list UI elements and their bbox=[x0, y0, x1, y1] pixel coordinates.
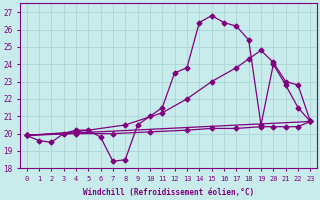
X-axis label: Windchill (Refroidissement éolien,°C): Windchill (Refroidissement éolien,°C) bbox=[83, 188, 254, 197]
